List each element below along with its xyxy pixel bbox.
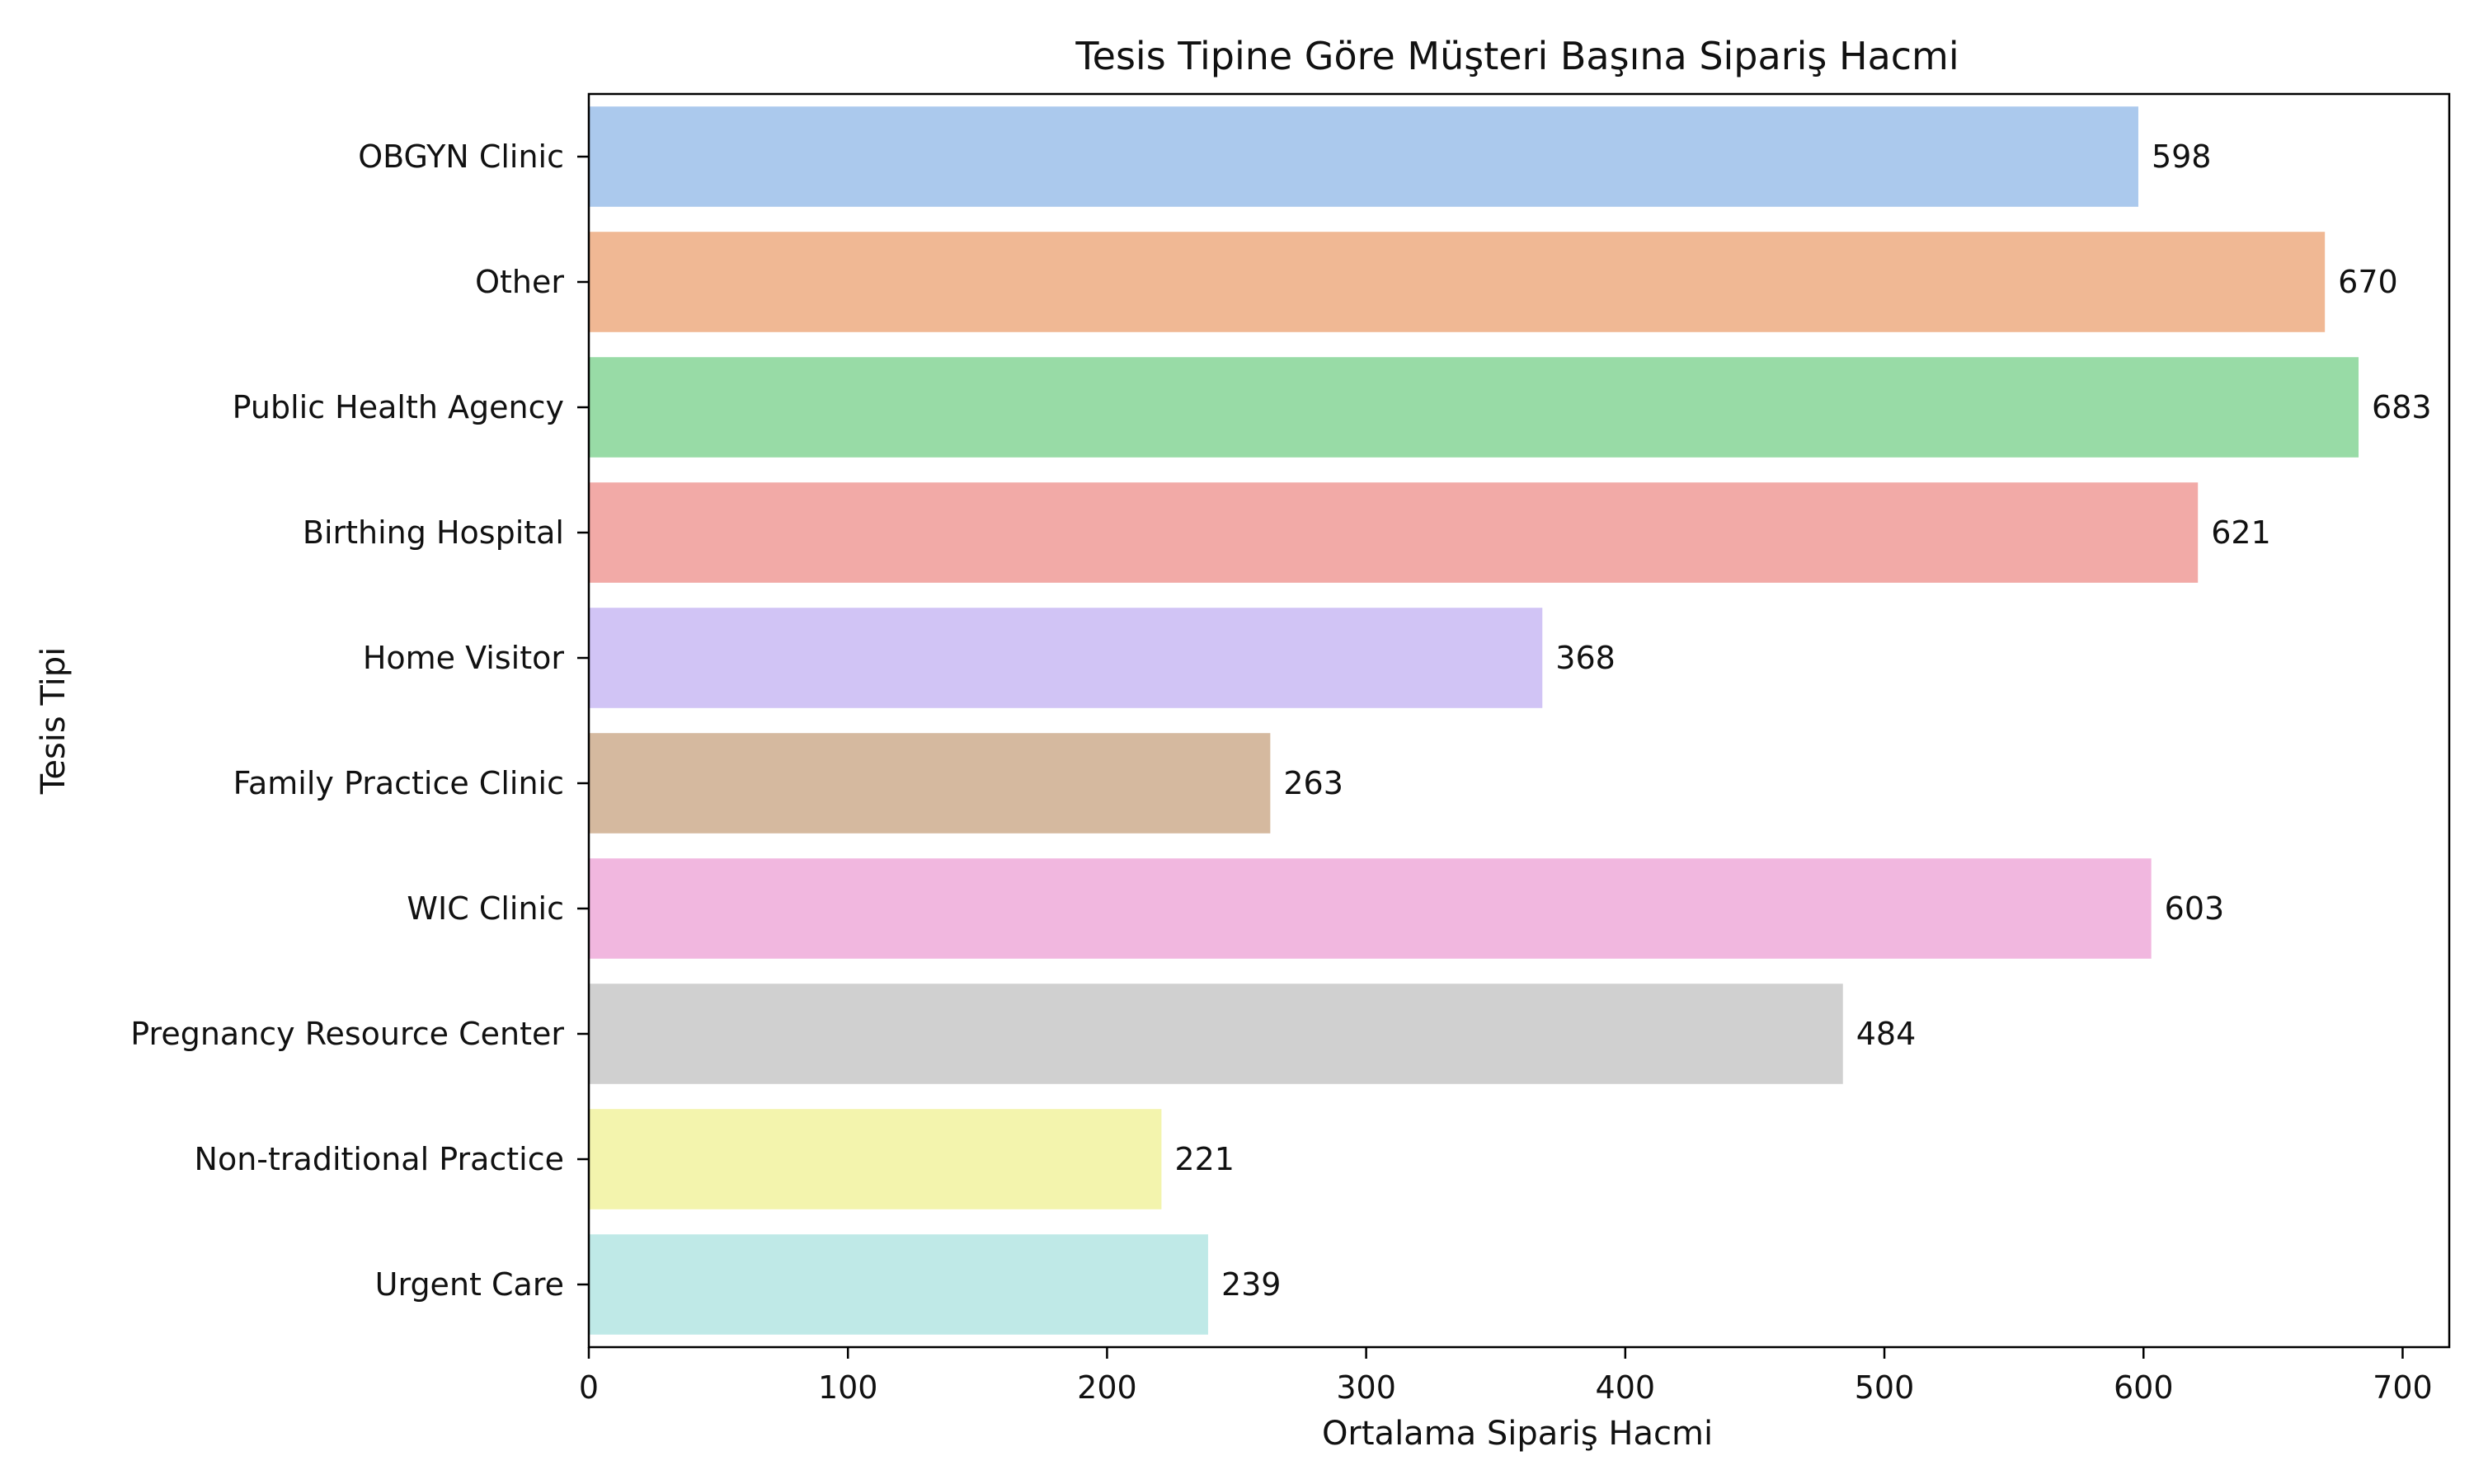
y-tick-label: Home Visitor [363,640,565,676]
y-tick-label: Family Practice Clinic [233,765,564,801]
data-label: 598 [2152,139,2212,175]
bar [589,858,2152,959]
x-tick-label: 700 [2373,1369,2433,1406]
chart-title: Tesis Tipine Göre Müşteri Başına Sipariş… [1075,34,1959,78]
plot-frame [587,92,2451,1349]
y-tick-label: Non-traditional Practice [195,1141,564,1177]
data-labels-group: 598 670 683 621 368 263 603 484 221 239 [1174,139,2431,1303]
x-tick-label: 500 [1855,1369,1915,1406]
x-tick-label: 200 [1077,1369,1137,1406]
data-label: 683 [2372,389,2432,425]
y-tick-label: Pregnancy Resource Center [130,1016,564,1052]
y-tick-label: Birthing Hospital [303,514,564,551]
bar [589,733,1271,834]
y-tick-label: OBGYN Clinic [358,139,564,175]
data-label: 670 [2338,264,2398,300]
data-label: 484 [1856,1016,1917,1052]
bar [589,482,2199,583]
bar [589,1234,1208,1335]
y-tick-label: Other [475,264,564,300]
y-axis: OBGYN Clinic Other Public Health Agency Bir… [130,139,589,1303]
x-axis-label: Ortalama Sipariş Hacmi [1322,1415,1713,1453]
data-label: 368 [1555,640,1616,676]
bar [589,232,2326,332]
data-label: 621 [2211,514,2271,551]
data-label: 263 [1283,765,1343,801]
bars-group [589,106,2359,1335]
x-axis: 0 100 200 300 400 500 600 700 [579,1347,2433,1406]
x-tick-label: 100 [818,1369,878,1406]
y-axis-label: Tesis Tipi [35,647,73,796]
data-label: 603 [2165,890,2225,927]
bar [589,1109,1162,1209]
x-tick-label: 400 [1596,1369,1656,1406]
y-tick-label: Public Health Agency [233,389,564,425]
bar [589,357,2359,458]
x-tick-label: 600 [2114,1369,2174,1406]
y-tick-label: Urgent Care [375,1266,564,1303]
bar [589,984,1843,1084]
data-label: 221 [1174,1141,1235,1177]
x-tick-label: 300 [1336,1369,1396,1406]
x-tick-label: 0 [579,1369,599,1406]
data-label: 239 [1221,1266,1282,1303]
bar [589,608,1543,708]
bar [589,106,2138,207]
y-tick-label: WIC Clinic [407,890,564,927]
